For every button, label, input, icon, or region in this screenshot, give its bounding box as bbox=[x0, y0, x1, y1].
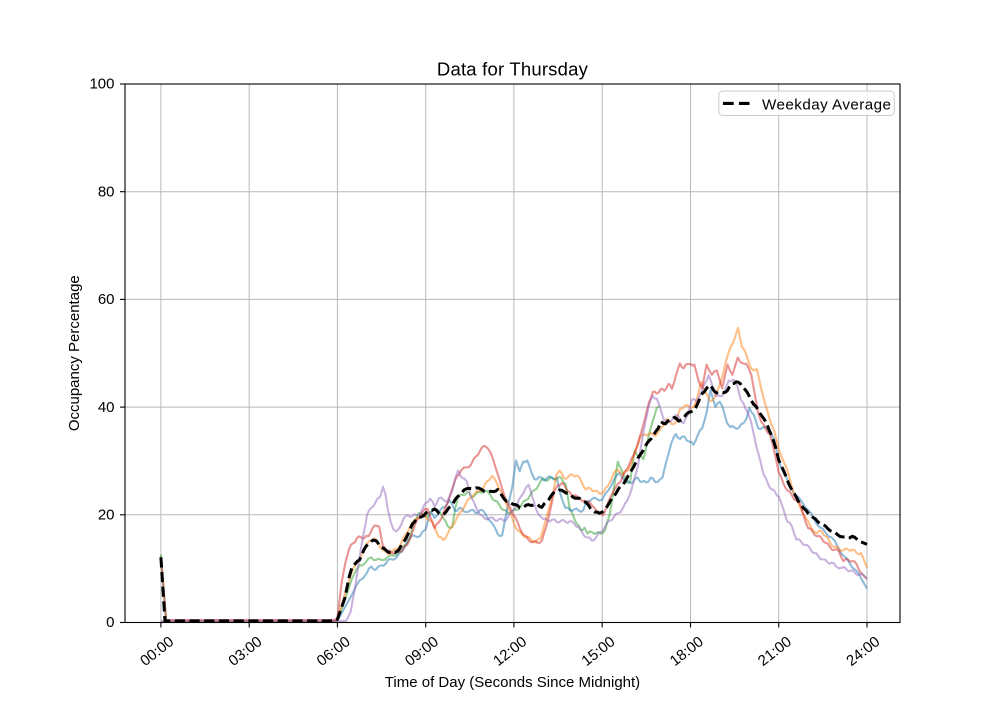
svg-text:40: 40 bbox=[98, 399, 115, 416]
svg-text:20: 20 bbox=[98, 507, 115, 524]
svg-text:Occupancy Percentage: Occupancy Percentage bbox=[66, 275, 83, 431]
svg-text:Time of Day (Seconds Since Mid: Time of Day (Seconds Since Midnight) bbox=[385, 674, 640, 691]
svg-text:Data for Thursday: Data for Thursday bbox=[437, 59, 589, 80]
svg-text:80: 80 bbox=[98, 183, 115, 200]
svg-text:60: 60 bbox=[98, 291, 115, 308]
svg-text:Weekday Average: Weekday Average bbox=[762, 96, 891, 113]
svg-text:100: 100 bbox=[89, 76, 114, 93]
svg-text:0: 0 bbox=[106, 614, 114, 631]
